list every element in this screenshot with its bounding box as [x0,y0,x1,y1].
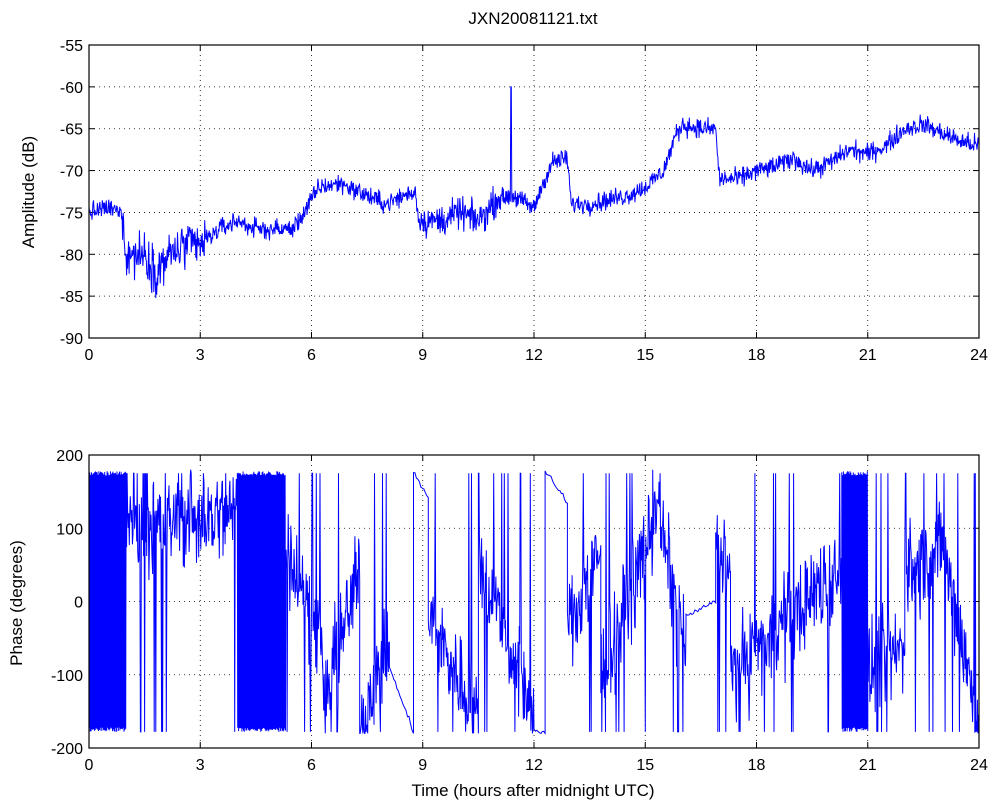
amplitude-x-tick-label: 21 [859,347,877,364]
phase-x-tick-label: 24 [970,757,988,774]
amplitude-y-tick-label: -70 [60,164,83,181]
amplitude-x-tick-label: 18 [748,347,766,364]
amplitude-x-tick-label: 9 [418,347,427,364]
phase-x-tick-label: 0 [85,757,94,774]
phase-x-tick-label: 6 [307,757,316,774]
amplitude-x-tick-label: 3 [196,347,205,364]
amplitude-y-tick-label: -65 [60,122,83,139]
amplitude-x-tick-label: 0 [85,347,94,364]
phase-x-tick-label: 12 [525,757,543,774]
amplitude-x-tick-label: 15 [636,347,654,364]
amplitude-x-tick-label: 24 [970,347,988,364]
phase-panel: Phase (degrees) Time (hours after midnig… [7,448,988,800]
phase-series-line [88,469,980,736]
amplitude-y-tick-label: -55 [60,38,83,55]
amplitude-series-line [88,86,980,299]
phase-y-tick-label: -100 [51,668,83,685]
phase-x-tick-label: 21 [859,757,877,774]
amplitude-x-tick-label: 12 [525,347,543,364]
amplitude-x-tick-label: 6 [307,347,316,364]
phase-x-tick-label: 3 [196,757,205,774]
phase-y-tick-label: 0 [74,595,83,612]
amplitude-y-tick-label: -60 [60,80,83,97]
amplitude-plot-area [88,44,980,339]
amplitude-y-axis-label: Amplitude (dB) [19,136,38,248]
phase-plot-area [88,454,980,749]
amplitude-y-tick-label: -90 [60,331,83,348]
time-x-axis-label: Time (hours after midnight UTC) [411,781,654,800]
amplitude-y-tick-label: -80 [60,247,83,264]
phase-x-tick-label: 15 [636,757,654,774]
chart-title: JXN20081121.txt [468,9,597,28]
phase-y-tick-label: 200 [56,448,83,465]
phase-y-axis-label: Phase (degrees) [7,540,26,666]
amplitude-y-tick-label: -75 [60,205,83,222]
amplitude-panel: JXN20081121.txt Amplitude (dB) 0 3 6 9 12 15 1… [19,9,988,364]
phase-y-tick-label: -200 [51,741,83,758]
phase-x-tick-label: 18 [748,757,766,774]
phase-x-tick-label: 9 [418,757,427,774]
amplitude-y-tick-label: -85 [60,289,83,306]
phase-y-tick-label: 100 [56,521,83,538]
